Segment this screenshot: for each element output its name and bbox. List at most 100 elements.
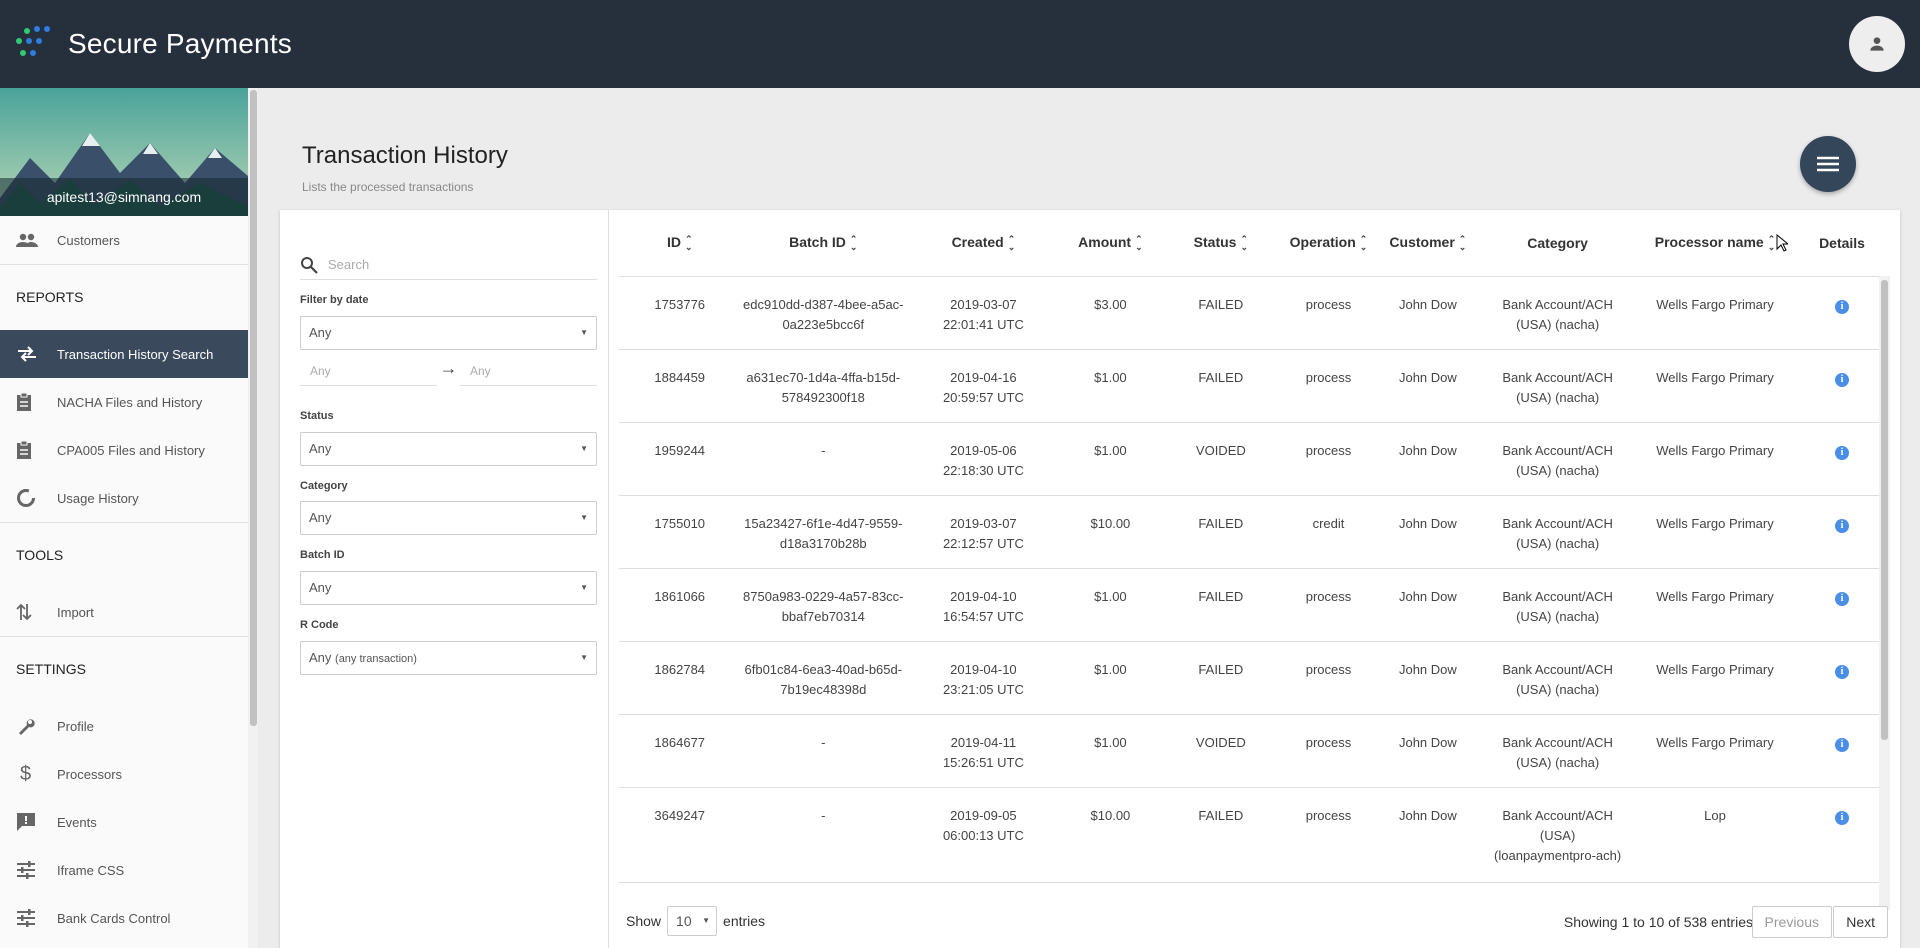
cell-amount: $10.00 bbox=[1060, 787, 1161, 883]
cell-id: 3649247 bbox=[619, 787, 741, 883]
column-header-operation[interactable]: Operation ⌃ ⌄ bbox=[1281, 210, 1376, 277]
cell-batch-id: - bbox=[740, 422, 907, 496]
sidebar-item-nacha-files[interactable]: NACHA Files and History bbox=[0, 378, 248, 426]
status-select[interactable]: Any ▼ bbox=[300, 432, 597, 466]
menu-button[interactable] bbox=[1800, 136, 1856, 192]
caret-down-icon: ▼ bbox=[580, 328, 588, 337]
previous-page-button[interactable]: Previous bbox=[1751, 906, 1832, 938]
cell-processor-name: Wells Fargo Primary bbox=[1634, 568, 1796, 642]
cell-category: Bank Account/ACH (USA) (nacha) bbox=[1480, 641, 1635, 715]
info-icon[interactable]: i bbox=[1835, 737, 1850, 752]
column-header-processor-name[interactable]: Processor name ⌃ ⌄ bbox=[1634, 210, 1796, 277]
info-icon[interactable]: i bbox=[1835, 445, 1850, 460]
sidebar-item-label: Iframe CSS bbox=[57, 862, 125, 878]
sidebar-item-import[interactable]: Import bbox=[0, 588, 248, 636]
column-header-created[interactable]: Created ⌃ ⌄ bbox=[906, 210, 1061, 277]
cell-id: 1864677 bbox=[619, 714, 741, 788]
column-header-id[interactable]: ID ⌃ ⌄ bbox=[619, 210, 741, 277]
column-header-status[interactable]: Status ⌃ ⌄ bbox=[1160, 210, 1282, 277]
cell-created: 2019-03-07 22:01:41 UTC bbox=[906, 276, 1061, 350]
sidebar: apitest13@simnang.com Customers REPORTS … bbox=[0, 88, 248, 948]
caret-down-icon: ▼ bbox=[580, 583, 588, 592]
table-row: 1753776 edc910dd-d387-4bee-a5ac- 0a223e5bc… bbox=[619, 276, 1889, 350]
table-row: 1864677-2019-04-11 15:26:51 UTC $1.00 VOIDE… bbox=[619, 714, 1889, 788]
cell-operation: process bbox=[1281, 276, 1376, 350]
entries-select[interactable]: 10 ▼ bbox=[667, 906, 718, 936]
r-code-value: Any bbox=[309, 650, 332, 665]
batch-id-select[interactable]: Any ▼ bbox=[300, 571, 597, 605]
date-to-input[interactable]: Any bbox=[460, 356, 597, 386]
cell-customer: John Dow bbox=[1375, 787, 1481, 883]
cell-id: 1861066 bbox=[619, 568, 741, 642]
sidebar-item-label: Transaction History Search bbox=[57, 346, 214, 362]
sidebar-item-bank-cards-control[interactable]: Bank Cards Control bbox=[0, 894, 248, 942]
sidebar-item-customers[interactable]: Customers bbox=[0, 216, 248, 264]
cell-created: 2019-09-05 06:00:13 UTC bbox=[906, 787, 1061, 883]
column-header-customer[interactable]: Customer ⌃ ⌄ bbox=[1375, 210, 1481, 277]
category-select[interactable]: Any ▼ bbox=[300, 501, 597, 535]
table-row: 1861066 8750a983-0229-4a57-83cc-bbaf7eb70… bbox=[619, 568, 1889, 642]
table-header-row: ID ⌃ ⌄ Batch ID ⌃ ⌄ Created ⌃ ⌄ Amount ⌃ ⌄ Statu… bbox=[619, 210, 1889, 277]
sidebar-item-label: Import bbox=[57, 604, 94, 620]
sort-icon: ⌃ ⌄ bbox=[849, 234, 858, 253]
table-footer: Show 10 ▼ entries Showing 1 to 10 of 538 … bbox=[619, 892, 1889, 948]
sort-icon: ⌃ ⌄ bbox=[1767, 234, 1776, 253]
cell-customer: John Dow bbox=[1375, 568, 1481, 642]
cell-details: i bbox=[1795, 422, 1889, 496]
date-from-input[interactable]: Any bbox=[300, 356, 437, 386]
cell-created: 2019-05-06 22:18:30 UTC bbox=[906, 422, 1061, 496]
brand[interactable]: Secure Payments bbox=[16, 26, 292, 62]
cell-category: Bank Account/ACH (USA) (nacha) bbox=[1480, 568, 1635, 642]
table-scrollbar[interactable] bbox=[1879, 276, 1890, 910]
cell-operation: process bbox=[1281, 641, 1376, 715]
column-header-batch-id[interactable]: Batch ID ⌃ ⌄ bbox=[740, 210, 907, 277]
sidebar-item-iframe-css[interactable]: Iframe CSS bbox=[0, 846, 248, 894]
cell-amount: $3.00 bbox=[1060, 276, 1161, 350]
sidebar-item-label: Usage History bbox=[57, 490, 139, 506]
next-page-button[interactable]: Next bbox=[1833, 906, 1888, 938]
sidebar-item-profile[interactable]: Profile bbox=[0, 702, 248, 750]
cell-category: Bank Account/ACH (USA) (nacha) bbox=[1480, 714, 1635, 788]
search-input[interactable] bbox=[328, 257, 578, 272]
arrow-right-icon: → bbox=[439, 358, 458, 378]
import-arrows-icon bbox=[16, 603, 32, 621]
sidebar-item-events[interactable]: Events bbox=[0, 798, 248, 846]
user-email: apitest13@simnang.com bbox=[0, 178, 248, 216]
cell-status: VOIDED bbox=[1160, 422, 1282, 496]
date-filter-select[interactable]: Any ▼ bbox=[300, 316, 597, 350]
settings-header: SETTINGS bbox=[16, 661, 87, 677]
info-icon[interactable]: i bbox=[1835, 518, 1850, 533]
sidebar-item-processors[interactable]: $ Processors bbox=[0, 750, 248, 798]
cell-details: i bbox=[1795, 787, 1889, 883]
info-icon[interactable]: i bbox=[1835, 810, 1850, 825]
page-subtitle: Lists the processed transactions bbox=[302, 180, 474, 194]
transactions-card: Filter by date Any ▼ Any → Any Status An… bbox=[280, 210, 1900, 948]
sidebar-item-label: Bank Cards Control bbox=[57, 910, 171, 926]
cell-operation: credit bbox=[1281, 495, 1376, 569]
cell-operation: process bbox=[1281, 787, 1376, 883]
sidebar-item-usage-history[interactable]: Usage History bbox=[0, 474, 248, 522]
sort-icon: ⌃ ⌄ bbox=[1458, 234, 1467, 253]
info-icon[interactable]: i bbox=[1835, 664, 1850, 679]
sidebar-item-cpa005-files[interactable]: CPA005 Files and History bbox=[0, 426, 248, 474]
cell-batch-id: 6fb01c84-6ea3-40ad-b65d- 7b19ec48398d bbox=[740, 641, 907, 715]
divider bbox=[0, 636, 248, 637]
sidebar-scrollbar[interactable] bbox=[248, 88, 258, 948]
column-header-amount[interactable]: Amount ⌃ ⌄ bbox=[1060, 210, 1161, 277]
cell-processor-name: Wells Fargo Primary bbox=[1634, 276, 1796, 350]
cell-id: 1753776 bbox=[619, 276, 741, 350]
date-range: Any → Any bbox=[300, 356, 597, 388]
info-icon[interactable]: i bbox=[1835, 299, 1850, 314]
cell-batch-id: - bbox=[740, 787, 907, 883]
account-button[interactable] bbox=[1849, 16, 1905, 72]
info-icon[interactable]: i bbox=[1835, 591, 1850, 606]
r-code-label: R Code bbox=[300, 619, 339, 631]
status-label: Status bbox=[300, 410, 334, 422]
r-code-select[interactable]: Any (any transaction) ▼ bbox=[300, 641, 597, 675]
cell-amount: $1.00 bbox=[1060, 641, 1161, 715]
info-icon[interactable]: i bbox=[1835, 372, 1850, 387]
cell-created: 2019-04-11 15:26:51 UTC bbox=[906, 714, 1061, 788]
sidebar-item-transaction-history-search[interactable]: Transaction History Search bbox=[0, 330, 248, 378]
cell-batch-id: - bbox=[740, 714, 907, 788]
sidebar-item-label: NACHA Files and History bbox=[57, 394, 203, 410]
